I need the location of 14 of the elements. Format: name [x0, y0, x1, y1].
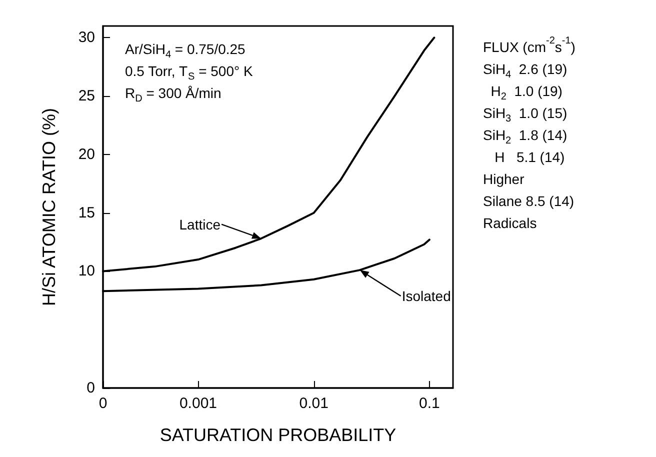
y-tick-label: 30 — [78, 29, 95, 46]
x-axis-title: SATURATION PROBABILITY — [160, 425, 396, 445]
x-tick-label: 0 — [98, 395, 108, 412]
y-tick-label: 15 — [78, 204, 95, 222]
annotation: Lattice — [179, 216, 221, 232]
y-tick-label: 20 — [78, 146, 95, 163]
x-tick-label: 0.1 — [418, 395, 440, 412]
y-tick-label: 25 — [78, 88, 95, 105]
y-axis-title: H/Si ATOMIC RATIO (%) — [39, 108, 59, 306]
x-tick-label: 0.01 — [299, 395, 328, 412]
x-tick-label: 0.001 — [179, 395, 218, 412]
y-tick-label: 10 — [78, 262, 95, 280]
y-tick-label: 0 — [86, 380, 95, 396]
annotation: Isolated — [402, 288, 451, 304]
